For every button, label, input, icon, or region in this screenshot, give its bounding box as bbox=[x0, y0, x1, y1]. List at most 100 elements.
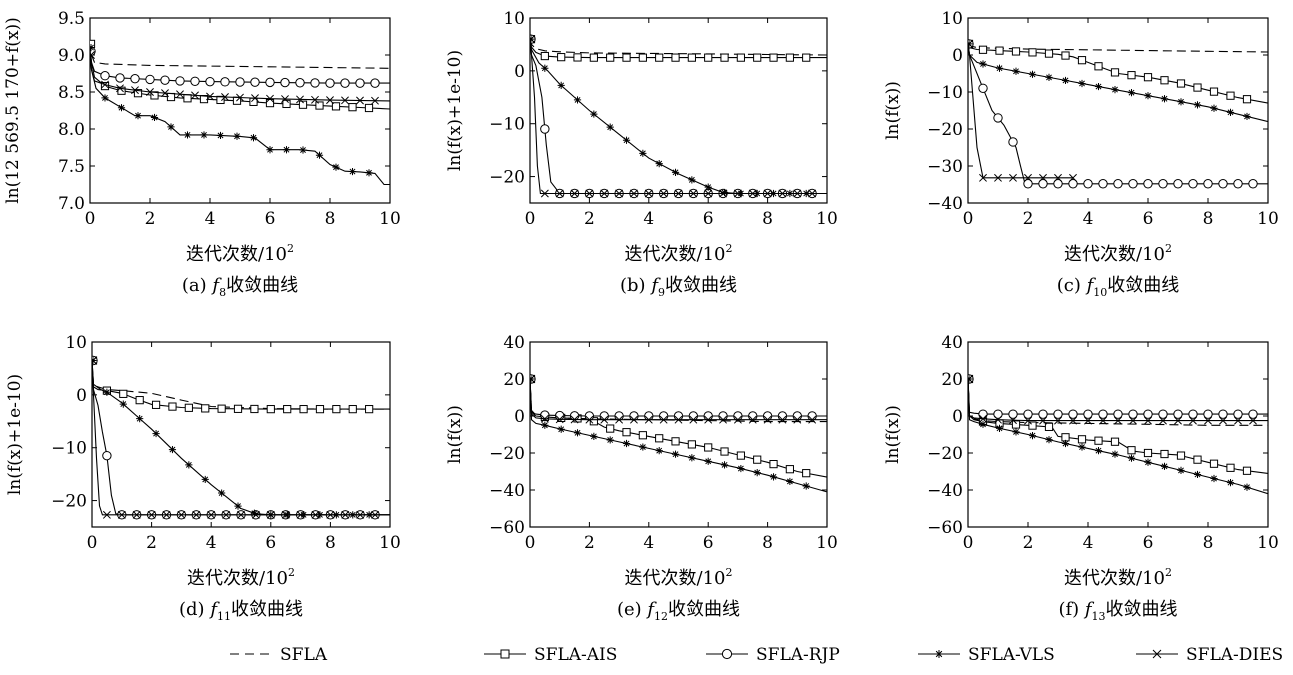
series-marker-sfla-vls bbox=[1045, 436, 1053, 444]
series-marker-sfla-vls bbox=[117, 104, 126, 112]
series-marker-sfla-dies bbox=[615, 415, 624, 424]
series-marker-sfla-rjp bbox=[1248, 179, 1258, 189]
series-marker-sfla-vls bbox=[541, 64, 549, 72]
series-marker-sfla-dies bbox=[341, 510, 350, 519]
x-tick-label: 10 bbox=[816, 533, 838, 553]
series-marker-sfla-rjp bbox=[115, 73, 125, 83]
series-marker-sfla-vls bbox=[1094, 447, 1103, 455]
x-tick-label: 0 bbox=[85, 209, 96, 229]
y-tick-label: 40 bbox=[503, 333, 525, 353]
series-marker-sfla-rjp bbox=[1113, 409, 1123, 419]
legend: SFLA SFLA-AIS SFLA-RJP SFLA-VLS SFLA-DIES bbox=[230, 645, 1283, 665]
series-marker-sfla-rjp bbox=[540, 124, 550, 134]
series-marker-sfla-dies bbox=[191, 91, 199, 100]
y-tick-label: 8.0 bbox=[58, 120, 85, 140]
series-marker-sfla-ais bbox=[1209, 459, 1219, 468]
series-line-sfla-ais bbox=[90, 43, 390, 110]
x-tick-label: 0 bbox=[525, 209, 536, 229]
series-marker-sfla-dies bbox=[793, 415, 802, 424]
series-marker-sfla-ais bbox=[638, 431, 647, 440]
x-tick-label: 0 bbox=[963, 533, 974, 553]
series-marker-sfla-dies bbox=[808, 189, 817, 198]
series-marker-sfla-ais bbox=[364, 103, 374, 113]
series-marker-sfla-dies bbox=[1084, 416, 1092, 425]
series-marker-sfla-dies bbox=[221, 93, 229, 101]
series-marker-sfla-dies bbox=[748, 189, 757, 198]
series-marker-sfla-rjp bbox=[310, 78, 320, 88]
series-marker-sfla-ais bbox=[802, 469, 811, 478]
series-marker-sfla-dies bbox=[1114, 416, 1122, 425]
series-marker-sfla-dies bbox=[808, 415, 817, 424]
series-marker-sfla-dies bbox=[540, 414, 549, 423]
series-marker-sfla-rjp bbox=[355, 78, 365, 88]
series-marker-sfla-vls bbox=[1177, 98, 1185, 106]
series-marker-sfla-ais bbox=[1110, 437, 1120, 446]
chart-panel-c: 0 2 4 6 8 10 −40 −30 −20 −10 0 10 ln(f(x)) 迭代次数/102 (c… bbox=[883, 9, 1279, 299]
series-marker-sfla-vls bbox=[150, 113, 159, 122]
x-axis-label: 迭代次数/102 bbox=[625, 242, 733, 265]
series-marker-sfla-vls bbox=[557, 81, 565, 89]
series-marker-sfla-vls bbox=[1012, 428, 1020, 436]
series-marker-sfla-vls bbox=[655, 160, 663, 168]
series-marker-sfla-vls bbox=[541, 421, 549, 429]
series-marker-sfla-ais bbox=[720, 53, 729, 62]
series-marker-sfla-ais bbox=[1077, 435, 1087, 444]
panel-caption: (f) f13收敛曲线 bbox=[1058, 599, 1177, 623]
series-marker-sfla-vls bbox=[704, 183, 712, 191]
series-marker-sfla-vls bbox=[1226, 108, 1235, 116]
series-marker-sfla-ais bbox=[1127, 71, 1136, 80]
series-marker-sfla-rjp bbox=[1038, 179, 1048, 189]
x-tick-label: 10 bbox=[1257, 533, 1279, 553]
series-marker-sfla-dies bbox=[540, 189, 549, 198]
series-marker-sfla-ais bbox=[753, 53, 762, 62]
series-line-sfla-rjp bbox=[968, 43, 1268, 185]
series-marker-sfla-vls bbox=[365, 169, 373, 177]
x-tick-label: 2 bbox=[145, 209, 156, 229]
series-marker-sfla-vls bbox=[979, 420, 987, 428]
x-tick-label: 8 bbox=[1203, 533, 1214, 553]
series-marker-sfla-rjp bbox=[1023, 409, 1033, 419]
series-marker-sfla-dies bbox=[371, 510, 380, 519]
series-marker-sfla-ais bbox=[100, 81, 110, 91]
series-marker-sfla-rjp bbox=[295, 78, 305, 88]
series-marker-sfla-vls bbox=[1094, 82, 1103, 91]
series-marker-sfla-dies bbox=[1039, 416, 1047, 425]
legend-label-sfla-ais: SFLA-AIS bbox=[534, 645, 617, 665]
series-marker-sfla-ais bbox=[183, 94, 192, 103]
series-marker-sfla-rjp bbox=[205, 76, 215, 87]
series-marker-sfla-vls bbox=[282, 146, 291, 154]
series-marker-sfla-ais bbox=[1242, 466, 1252, 475]
series-marker-sfla-ais bbox=[687, 53, 696, 62]
series-marker-sfla-dies bbox=[778, 189, 787, 198]
series-marker-sfla-ais bbox=[753, 455, 762, 464]
series-marker-sfla-ais bbox=[1094, 436, 1103, 445]
series-marker-sfla-dies bbox=[1174, 416, 1182, 425]
series-marker-sfla-rjp bbox=[733, 411, 743, 421]
x-tick-label: 6 bbox=[1143, 209, 1154, 229]
series-marker-sfla-rjp bbox=[1008, 409, 1018, 419]
series-marker-sfla-rjp bbox=[1008, 137, 1018, 147]
series-line-sfla-dies bbox=[530, 39, 827, 195]
series-marker-sfla-ais bbox=[589, 417, 598, 426]
y-tick-label: 20 bbox=[503, 370, 525, 390]
series-marker-sfla-dies bbox=[90, 51, 95, 59]
series-marker-sfla-rjp bbox=[250, 77, 260, 87]
x-tick-label: 4 bbox=[643, 209, 654, 229]
series-marker-sfla-ais bbox=[1044, 49, 1054, 58]
series-marker-sfla-dies bbox=[371, 96, 379, 105]
series-marker-sfla-ais bbox=[1028, 48, 1037, 57]
legend-marker-sfla-ais bbox=[500, 649, 510, 659]
series-marker-sfla-dies bbox=[778, 415, 787, 424]
y-tick-label: −60 bbox=[489, 518, 525, 538]
series-marker-sfla-ais bbox=[1044, 422, 1054, 431]
panel-caption: (b) f9收敛曲线 bbox=[620, 275, 737, 299]
series-marker-sfla-ais bbox=[704, 53, 713, 62]
series-marker-sfla-ais bbox=[1176, 451, 1186, 460]
series-marker-sfla-rjp bbox=[688, 411, 699, 421]
series-marker-sfla-ais bbox=[671, 53, 680, 62]
series-marker-sfla-vls bbox=[185, 461, 193, 469]
series-marker-sfla-ais bbox=[1242, 95, 1252, 104]
series-marker-sfla-vls bbox=[995, 64, 1004, 72]
legend-marker-sfla-vls bbox=[935, 650, 943, 658]
series-line-sfla-rjp bbox=[530, 378, 827, 417]
